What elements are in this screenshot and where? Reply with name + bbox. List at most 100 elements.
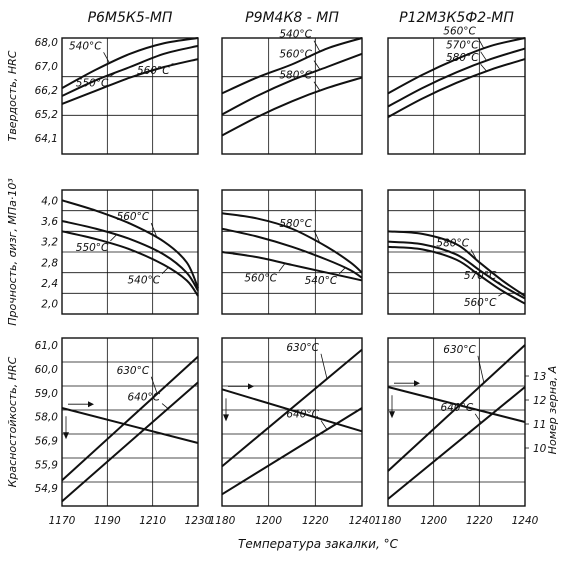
- x-tick-label: 1180: [375, 515, 402, 527]
- series-label: 550°С: [76, 77, 109, 89]
- x-tick-label: 1190: [94, 515, 121, 527]
- x-tick-label: 1240: [512, 515, 539, 527]
- label-leader: [313, 60, 321, 70]
- right-axis-label: Номер зерна, А: [546, 366, 559, 455]
- x-tick-label: 1200: [255, 515, 282, 527]
- plot-frame: [61, 189, 199, 315]
- series-label: 560°С: [137, 65, 170, 77]
- series-label: 560°С: [117, 211, 150, 223]
- label-leader: [498, 281, 505, 288]
- label-leader: [477, 37, 485, 49]
- plot-frame: [61, 337, 199, 507]
- panel-r2c0: 61,0 60,0 59,0 58,0 56,9 55,9 54,9 1170 1190 1210…: [6, 337, 212, 527]
- label-leader: [150, 376, 158, 394]
- y-tick-label: 2,0: [41, 299, 58, 311]
- y-tick-label: 66,2: [35, 85, 59, 97]
- grain-arrow-head: [414, 380, 420, 387]
- label-leader: [150, 222, 158, 239]
- row-ylabel: Твердость, HRC: [6, 50, 19, 141]
- series-label: 630°С: [117, 365, 150, 377]
- x-tick-label: 1180: [209, 515, 236, 527]
- panel-r1c0: 4,0 3,6 3,2 2,8 2,4 2,0 560°С 550°С 540°С Прочнос…: [6, 178, 199, 326]
- x-tick-label: 1230: [185, 515, 212, 527]
- y-tick-label: 68,0: [35, 37, 59, 49]
- y-tick-label: 2,4: [41, 278, 58, 290]
- y-tick-label: 58,0: [35, 412, 59, 424]
- label-leader: [161, 267, 169, 274]
- series-label: 540°С: [69, 40, 102, 52]
- series-line-grain: [387, 386, 526, 423]
- series-line-temp: [387, 240, 526, 300]
- series-line-temp: [221, 407, 363, 496]
- series-label: 640°С: [127, 392, 160, 404]
- row-ylabel: Красностойкость, HRC: [6, 356, 19, 487]
- series-line-temp: [387, 58, 526, 118]
- series-line-temp: [221, 52, 363, 116]
- panel-r0c1: Р9М4К8 - МП 540°С 560°С 580°С: [221, 10, 363, 155]
- y-tick-label: 3,2: [41, 237, 58, 249]
- y-tick-label: 2,8: [41, 257, 58, 269]
- series-label: 630°С: [286, 342, 319, 354]
- label-leader: [470, 249, 478, 261]
- series-line-temp: [61, 355, 199, 482]
- label-leader: [320, 353, 328, 379]
- right-tick-label: 13: [533, 371, 546, 383]
- row-ylabel: Прочность, σизг, МПа·10³: [6, 178, 19, 326]
- series-line-temp: [61, 37, 199, 89]
- panel-r1c1: 580°С 540°С 560°С: [221, 189, 363, 315]
- y-tick-label: 3,6: [41, 216, 58, 228]
- series-line-temp: [61, 44, 199, 97]
- label-leader: [313, 230, 321, 244]
- right-tick-label: 12: [533, 395, 547, 407]
- x-tick-label: 1210: [139, 515, 166, 527]
- grain-arrow-head: [389, 411, 395, 419]
- y-tick-label: 55,9: [35, 459, 59, 471]
- label-leader: [278, 263, 286, 272]
- panel-title: Р12М3К5Ф2-МП: [399, 10, 514, 26]
- label-leader: [474, 413, 482, 424]
- grain-arrow-head: [248, 383, 254, 390]
- series-label: 560°С: [464, 297, 497, 309]
- series-line-temp: [221, 212, 363, 274]
- plot-frame: [221, 37, 363, 155]
- series-line-temp: [221, 227, 363, 279]
- panel-r0c0: 68,0 67,0 66,2 65,2 64,1 Р6М5К5-МП 540°С 560°С 5…: [6, 10, 199, 155]
- series-line-temp: [221, 37, 363, 95]
- x-tick-label: 1220: [466, 515, 493, 527]
- y-tick-label: 64,1: [35, 133, 58, 145]
- series-line-temp: [221, 251, 363, 282]
- series-label: 580°С: [436, 238, 469, 250]
- series-line-temp: [221, 76, 363, 137]
- series-line-temp: [221, 348, 363, 468]
- series-label: 540°С: [127, 275, 160, 287]
- series-label: 560°С: [244, 272, 277, 284]
- grain-arrow-head: [223, 414, 229, 422]
- x-tick-label: 1170: [49, 515, 76, 527]
- label-leader: [110, 234, 117, 242]
- series-line-grain: [221, 388, 363, 433]
- series-line-temp: [387, 47, 526, 108]
- series-label: 540°С: [279, 29, 312, 41]
- x-tick-label: 1240: [349, 515, 376, 527]
- series-line-temp: [61, 58, 199, 105]
- label-leader: [477, 355, 485, 383]
- series-line-temp: [387, 37, 526, 95]
- series-line-temp: [387, 344, 526, 472]
- series-line-temp: [61, 230, 199, 297]
- label-leader: [480, 51, 487, 61]
- series-line-grain: [61, 407, 199, 444]
- series-label: 630°С: [443, 344, 476, 356]
- right-tick-label: 10: [533, 443, 547, 455]
- series-line-temp: [61, 199, 199, 289]
- grain-arrow-head: [88, 401, 94, 408]
- label-leader: [480, 63, 487, 72]
- series-label: 580°С: [279, 218, 312, 230]
- grain-arrow-head: [63, 432, 69, 440]
- panel-title: Р9М4К8 - МП: [245, 10, 339, 26]
- right-tick-label: 11: [533, 419, 546, 431]
- panel-title: Р6М5К5-МП: [88, 10, 173, 26]
- x-tick-label: 1200: [420, 515, 447, 527]
